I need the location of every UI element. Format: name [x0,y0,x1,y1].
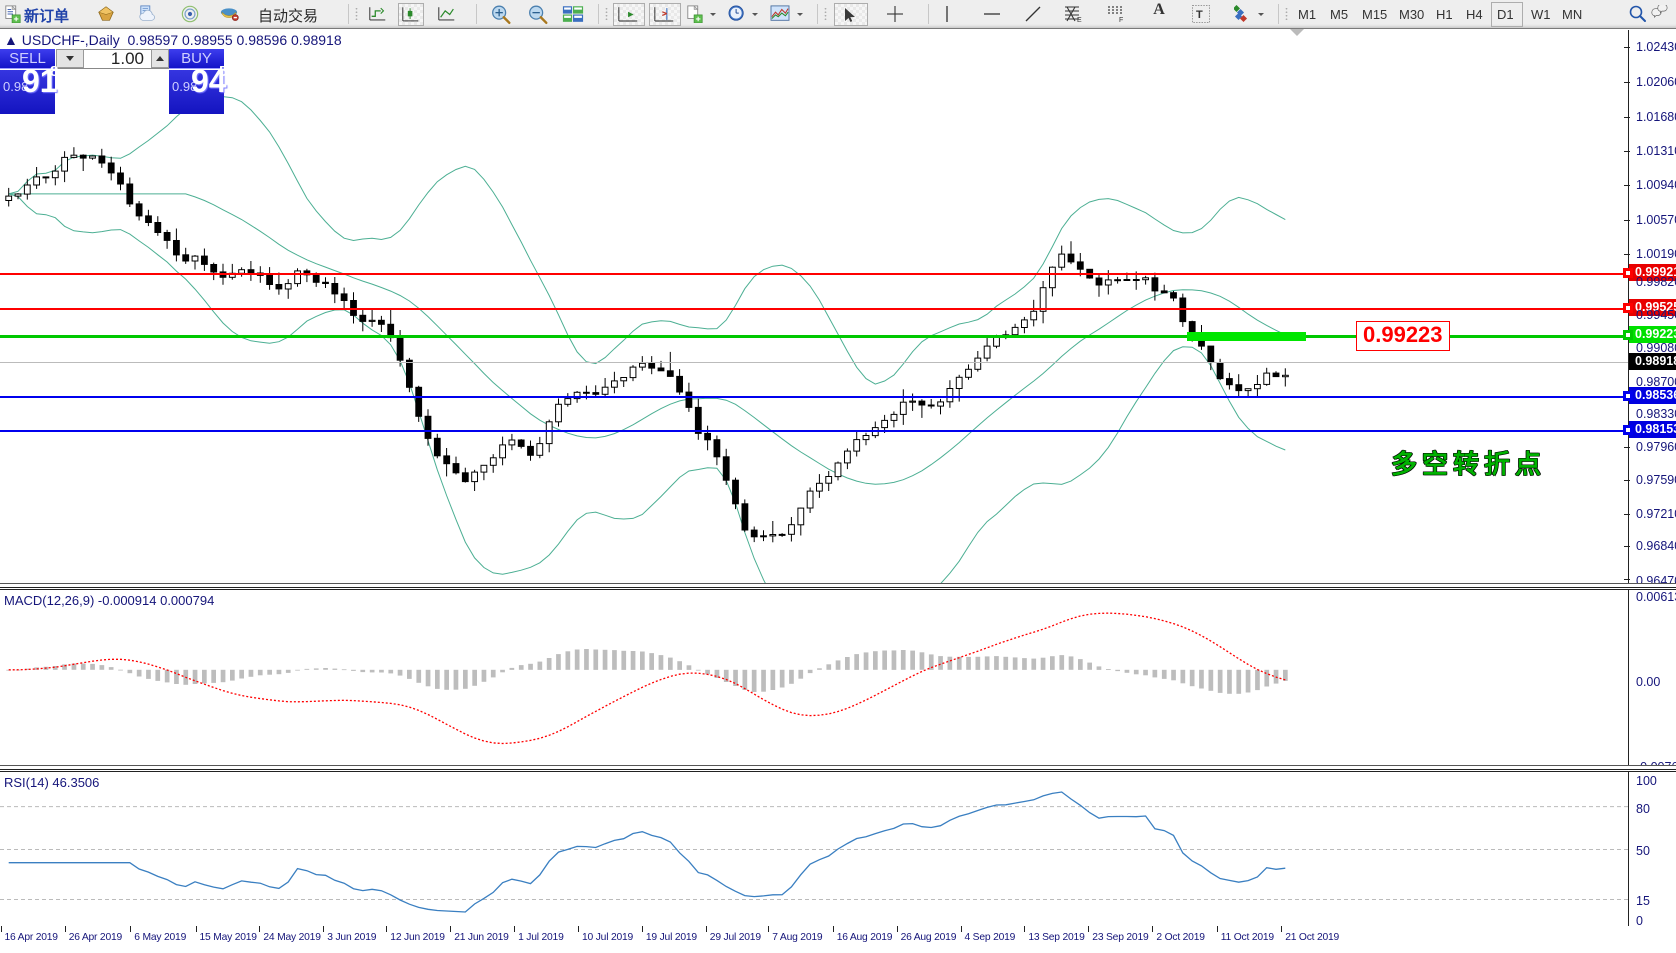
svg-text:T: T [1196,9,1203,21]
svg-text:E: E [1077,17,1082,23]
svg-text:F: F [1119,17,1123,23]
